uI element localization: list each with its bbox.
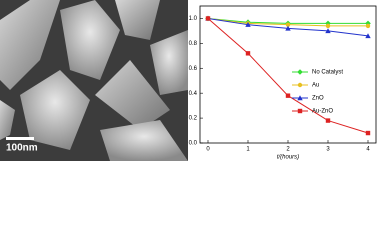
y-tick-label: 0.0 (189, 141, 198, 147)
marker (365, 130, 371, 136)
legend-marker (297, 82, 303, 88)
marker (365, 33, 371, 39)
x-tick-label: 2 (286, 147, 290, 153)
scale-bar-label: 100nm (6, 143, 38, 154)
y-tick-label: 0.4 (189, 91, 198, 97)
x-tick-label: 0 (206, 147, 210, 153)
marker (365, 20, 371, 27)
y-tick-label: 0.6 (189, 66, 198, 72)
legend-marker (297, 108, 303, 114)
marker (285, 93, 291, 98)
marker (325, 23, 331, 29)
legend-marker (297, 95, 303, 101)
marker (245, 51, 251, 56)
legend-label: Au-ZnO (312, 109, 333, 115)
marker (325, 28, 331, 34)
x-tick-label: 1 (246, 147, 250, 153)
marker (365, 23, 371, 29)
x-axis-label: t/(hours) (277, 155, 299, 161)
marker (245, 21, 251, 27)
legend-label: No Catalyst (312, 70, 343, 76)
y-tick-label: 0.8 (189, 41, 198, 47)
marker (205, 16, 211, 21)
y-tick-label: 1.0 (189, 16, 198, 22)
marker (325, 118, 331, 123)
x-tick-label: 4 (366, 147, 370, 153)
legend-label: Au (312, 83, 319, 89)
marker (285, 22, 291, 27)
figure: 100nm t/(hours) 0.0 0.2 0.4 0.6 0.8 1.0 0 1 2 3 4 N… (0, 0, 377, 161)
x-tick-label: 3 (326, 147, 330, 153)
y-tick-label: 0.2 (189, 116, 198, 122)
legend-marker (297, 69, 303, 75)
marker (285, 25, 291, 31)
marker (325, 20, 331, 27)
legend-label: ZnO (312, 96, 324, 102)
sem-image: 100nm (0, 0, 188, 161)
